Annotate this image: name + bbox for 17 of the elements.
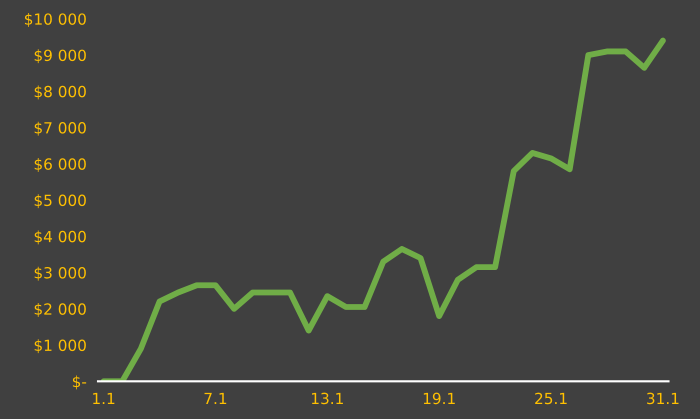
y-tick-label: $3 000 bbox=[34, 266, 86, 281]
x-tick-label: 13.1 bbox=[312, 392, 343, 404]
x-tick-label: 19.1 bbox=[424, 392, 455, 404]
y-tick-label: $4 000 bbox=[34, 230, 86, 244]
y-tick-label: $7 000 bbox=[34, 122, 86, 136]
x-tick-label: 31.1 bbox=[647, 392, 679, 404]
y-tick-label: $- bbox=[72, 375, 86, 390]
x-tick-label: 25.1 bbox=[535, 392, 567, 404]
x-tick-label: 1.1 bbox=[93, 392, 114, 404]
y-tick-label: $9 000 bbox=[34, 49, 86, 64]
y-tick-label: $1 000 bbox=[34, 339, 86, 354]
y-tick-label: $6 000 bbox=[34, 158, 86, 172]
y-tick-label: $5 000 bbox=[34, 194, 86, 208]
x-tick-label: 7.1 bbox=[204, 392, 226, 404]
y-tick-label: $2 000 bbox=[34, 303, 86, 317]
y-tick-label: $10 000 bbox=[24, 13, 86, 27]
y-tick-label: $8 000 bbox=[34, 86, 86, 100]
